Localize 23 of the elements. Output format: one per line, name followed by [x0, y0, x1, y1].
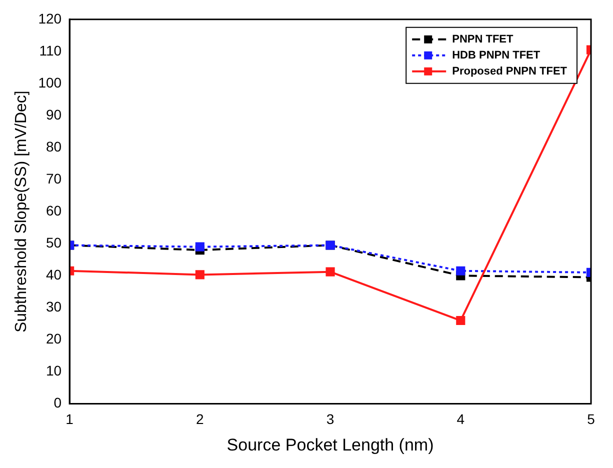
y-tick-label: 70 [46, 170, 62, 186]
y-tick-label: 100 [38, 74, 62, 90]
y-tick-label: 40 [46, 266, 62, 283]
y-tick-label: 80 [46, 138, 62, 154]
y-tick-label: 0 [54, 394, 62, 411]
x-tick-label: 4 [456, 411, 465, 428]
y-tick-label: 90 [46, 106, 62, 122]
x-axis-title: Source Pocket Length (nm) [226, 435, 434, 454]
y-tick-label: 50 [46, 234, 62, 250]
y-tick-label: 10 [46, 362, 62, 379]
x-tick-label: 3 [326, 411, 334, 428]
y-tick-label: 120 [38, 10, 62, 26]
y-axis-title: Subthreshold Slope(SS) [mV/Dec] [13, 90, 30, 333]
y-tick-label: 110 [39, 42, 62, 58]
x-tick-label: 2 [196, 411, 204, 428]
x-tick-label: 5 [587, 411, 596, 428]
y-tick-label: 30 [46, 298, 62, 315]
x-tick-label: 1 [66, 411, 74, 428]
legend-label: Proposed PNPN TFET [452, 65, 568, 78]
y-tick-label: 20 [46, 330, 62, 347]
legend-label: HDB PNPN TFET [452, 49, 540, 62]
y-tick-label: 60 [46, 202, 62, 218]
legend-label: PNPN TFET [452, 33, 514, 46]
